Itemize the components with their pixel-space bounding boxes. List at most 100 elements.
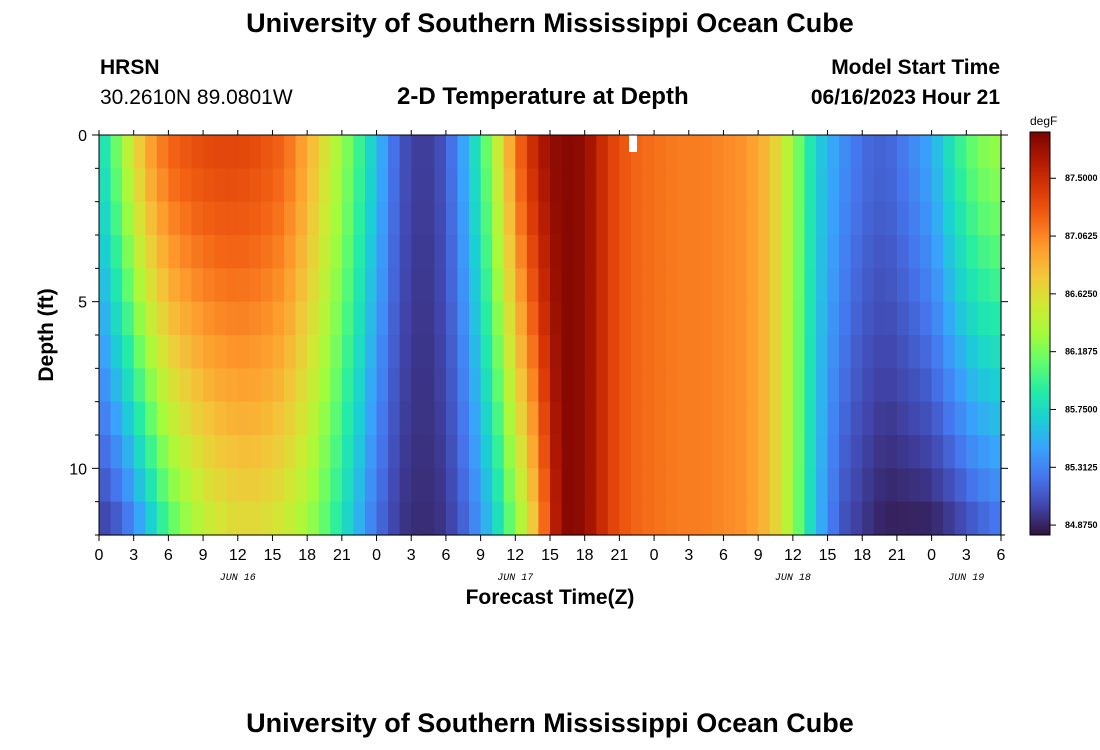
heatmap-cell: [226, 235, 239, 269]
heatmap-cell: [399, 335, 412, 369]
heatmap-cell: [295, 435, 308, 469]
heatmap-cell: [781, 401, 794, 436]
heatmap-cell: [503, 368, 516, 403]
heatmap-cell: [954, 201, 967, 236]
heatmap-cell: [156, 435, 169, 469]
heatmap-cell: [272, 135, 285, 169]
heatmap-cell: [422, 235, 435, 269]
heatmap-cell: [399, 368, 412, 403]
heatmap-cell: [399, 235, 412, 269]
heatmap-cell: [480, 401, 493, 436]
heatmap-cell: [214, 301, 227, 336]
heatmap-cell: [977, 368, 991, 403]
heatmap-cell: [133, 401, 146, 436]
heatmap-cell: [492, 235, 505, 269]
heatmap-cell: [226, 368, 239, 403]
heatmap-cell: [989, 135, 1002, 169]
heatmap-cell: [399, 168, 412, 203]
heatmap-cell: [364, 335, 378, 369]
heatmap-cell: [422, 201, 435, 236]
heatmap-cell: [827, 401, 840, 436]
colorbar-tick-label: 85.3125: [1065, 462, 1098, 472]
heatmap-cell: [445, 201, 459, 236]
x-axis-label: Forecast Time(Z): [466, 586, 635, 609]
heatmap-cell: [388, 401, 401, 436]
heatmap-cell: [376, 268, 389, 303]
heatmap-cell: [966, 335, 979, 369]
heatmap-cell: [746, 268, 759, 303]
heatmap-cell: [492, 268, 505, 303]
heatmap-cell: [700, 301, 713, 336]
heatmap-cell: [654, 435, 667, 469]
heatmap-cell: [688, 435, 701, 469]
heatmap-cell: [307, 368, 320, 403]
heatmap-cell: [226, 468, 239, 503]
heatmap-cell: [330, 435, 343, 469]
heatmap-cell: [596, 468, 609, 503]
heatmap-cell: [110, 301, 123, 336]
heatmap-cell: [862, 301, 875, 336]
heatmap-cell: [711, 468, 725, 503]
heatmap-cell: [249, 501, 262, 536]
heatmap-cell: [642, 335, 655, 369]
heatmap-cell: [457, 435, 470, 469]
heatmap-cell: [711, 135, 725, 169]
heatmap-cell: [191, 168, 204, 203]
heatmap-cell: [804, 368, 817, 403]
heatmap-cell: [677, 135, 690, 169]
heatmap-cell: [885, 301, 898, 336]
heatmap-cell: [839, 201, 852, 236]
heatmap-cell: [145, 235, 158, 269]
heatmap-cell: [503, 301, 516, 336]
heatmap-cell: [260, 468, 274, 503]
heatmap-cell: [295, 301, 308, 336]
x-tick-label: 3: [684, 547, 693, 564]
heatmap-cell: [885, 201, 898, 236]
heatmap-cell: [284, 468, 297, 503]
heatmap-cell: [145, 468, 158, 503]
heatmap-cell: [966, 168, 979, 203]
heatmap-cell: [503, 468, 516, 503]
heatmap-cell: [122, 368, 135, 403]
heatmap-cell: [630, 401, 644, 436]
heatmap-cell: [619, 435, 632, 469]
heatmap-cell: [873, 301, 886, 336]
heatmap-cell: [723, 335, 736, 369]
heatmap-cell: [284, 501, 297, 536]
heatmap-cell: [364, 201, 378, 236]
heatmap-cell: [850, 401, 863, 436]
heatmap-cell: [330, 135, 343, 169]
heatmap-cell: [827, 168, 840, 203]
heatmap-cell: [133, 235, 146, 269]
heatmap-cell: [735, 301, 748, 336]
heatmap-cell: [781, 335, 794, 369]
heatmap-cell: [376, 168, 389, 203]
heatmap-cell: [839, 368, 852, 403]
heatmap-cell: [550, 335, 563, 369]
heatmap-cell: [781, 268, 794, 303]
heatmap-cell: [850, 335, 863, 369]
heatmap-cell: [735, 201, 748, 236]
heatmap-cell: [353, 335, 366, 369]
heatmap-cell: [469, 401, 482, 436]
heatmap-cell: [723, 235, 736, 269]
heatmap-cell: [515, 335, 528, 369]
heatmap-cell: [619, 268, 632, 303]
heatmap-cell: [550, 435, 563, 469]
heatmap-cell: [203, 268, 216, 303]
heatmap-cell: [318, 168, 331, 203]
heatmap-cell: [122, 268, 135, 303]
heatmap-cell: [284, 168, 297, 203]
heatmap-cell: [179, 368, 193, 403]
heatmap-cell: [850, 135, 863, 169]
heatmap-cell: [179, 468, 193, 503]
heatmap-cell: [642, 401, 655, 436]
heatmap-cell: [654, 401, 667, 436]
heatmap-cell: [214, 168, 227, 203]
heatmap-cell: [815, 201, 829, 236]
heatmap-cell: [538, 135, 551, 169]
heatmap-cell: [388, 235, 401, 269]
x-tick-label: 21: [333, 547, 351, 564]
heatmap-cell: [307, 235, 320, 269]
heatmap-cell: [839, 268, 852, 303]
